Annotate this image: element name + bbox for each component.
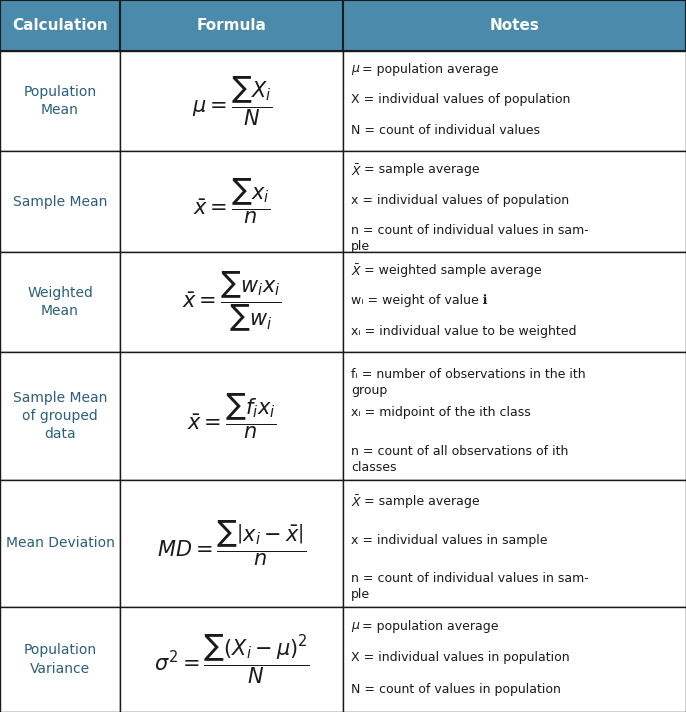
Text: Sample Mean: Sample Mean [13, 194, 107, 209]
Bar [343, 607, 686, 712]
Text: Formula: Formula [197, 18, 266, 33]
Text: $\bar{x} = \dfrac{\sum f_i x_i}{n}$: $\bar{x} = \dfrac{\sum f_i x_i}{n}$ [187, 392, 276, 441]
Text: Weighted
Mean: Weighted Mean [27, 286, 93, 318]
Text: $MD = \dfrac{\sum \left| x_i - \bar{x} \right|}{n}$: $MD = \dfrac{\sum \left| x_i - \bar{x} \… [157, 518, 306, 568]
Text: = weighted sample average: = weighted sample average [364, 264, 541, 277]
Text: wᵢ = weight of value ℹ: wᵢ = weight of value ℹ [351, 295, 488, 308]
Bar [120, 607, 343, 712]
Text: = sample average: = sample average [364, 495, 480, 508]
Text: x = individual values of population: x = individual values of population [351, 194, 569, 207]
Text: $\bar{x} = \dfrac{\sum w_i x_i}{\sum w_i}$: $\bar{x} = \dfrac{\sum w_i x_i}{\sum w_i… [182, 270, 281, 334]
Bar [343, 151, 686, 252]
Bar [343, 0, 686, 51]
Text: X = individual values of population: X = individual values of population [351, 93, 571, 106]
Bar [120, 252, 343, 352]
Text: N = count of values in population: N = count of values in population [351, 684, 561, 696]
Bar [120, 0, 343, 51]
Bar [343, 252, 686, 352]
Text: Notes: Notes [490, 18, 539, 33]
Bar [120, 151, 343, 252]
Bar [0, 0, 120, 51]
Text: $\sigma^2 = \dfrac{\sum (X_i - \mu)^2}{N}$: $\sigma^2 = \dfrac{\sum (X_i - \mu)^2}{N… [154, 633, 309, 686]
Text: = sample average: = sample average [364, 163, 480, 177]
Text: $\mu$: $\mu$ [351, 63, 361, 77]
Text: Mean Deviation: Mean Deviation [5, 536, 115, 550]
Bar [120, 480, 343, 607]
Bar [0, 51, 120, 152]
Text: xᵢ = individual value to be weighted: xᵢ = individual value to be weighted [351, 325, 577, 338]
Bar [0, 480, 120, 607]
Text: $\bar{X}$: $\bar{X}$ [351, 495, 363, 511]
Text: xᵢ = midpoint of the ith class: xᵢ = midpoint of the ith class [351, 407, 531, 419]
Text: Population
Variance: Population Variance [23, 643, 97, 676]
Text: Population
Mean: Population Mean [23, 85, 97, 117]
Text: $\bar{X}$: $\bar{X}$ [351, 163, 363, 179]
Text: = population average: = population average [362, 619, 499, 632]
Text: fᵢ = number of observations in the ith
group: fᵢ = number of observations in the ith g… [351, 367, 586, 397]
Bar [0, 151, 120, 252]
Bar [343, 51, 686, 152]
Bar [343, 352, 686, 480]
Text: N = count of individual values: N = count of individual values [351, 124, 541, 137]
Bar [120, 352, 343, 480]
Text: = population average: = population average [362, 63, 499, 75]
Text: X = individual values in population: X = individual values in population [351, 651, 570, 664]
Bar [0, 252, 120, 352]
Text: n = count of all observations of ith
classes: n = count of all observations of ith cla… [351, 445, 569, 474]
Text: $\bar{x} = \dfrac{\sum x_i}{n}$: $\bar{x} = \dfrac{\sum x_i}{n}$ [193, 177, 270, 226]
Bar [120, 51, 343, 152]
Text: $\bar{X}$: $\bar{X}$ [351, 264, 363, 279]
Text: $\mu$: $\mu$ [351, 619, 361, 634]
Text: x = individual values in sample: x = individual values in sample [351, 533, 547, 547]
Text: n = count of individual values in sam-
ple: n = count of individual values in sam- p… [351, 572, 589, 601]
Text: $\mu = \dfrac{\sum X_i}{N}$: $\mu = \dfrac{\sum X_i}{N}$ [191, 74, 272, 127]
Bar [343, 480, 686, 607]
Text: Sample Mean
of grouped
data: Sample Mean of grouped data [13, 391, 107, 441]
Bar [0, 352, 120, 480]
Text: Calculation: Calculation [12, 18, 108, 33]
Text: n = count of individual values in sam-
ple: n = count of individual values in sam- p… [351, 224, 589, 253]
Bar [0, 607, 120, 712]
